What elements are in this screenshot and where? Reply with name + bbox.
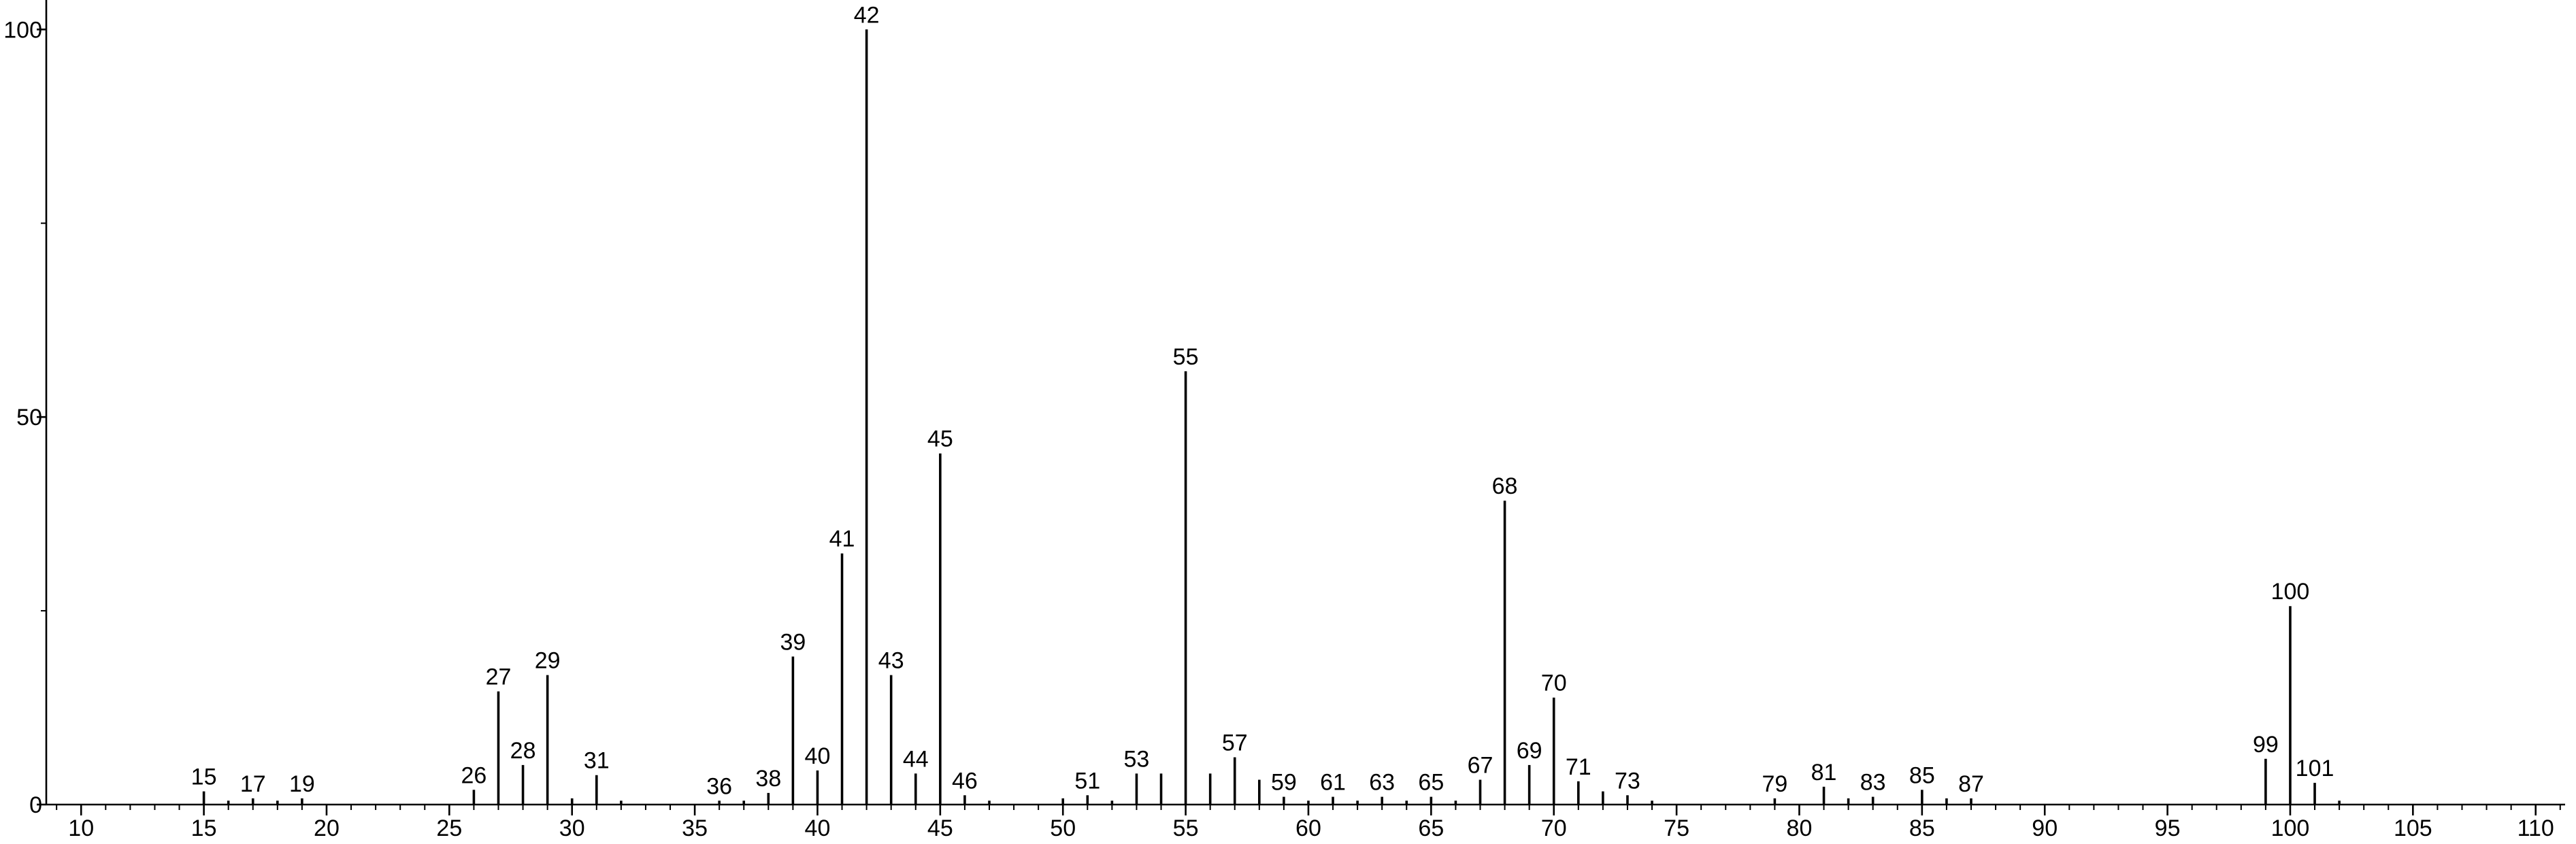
peak-label: 46 [952, 768, 978, 794]
peak-label: 44 [903, 746, 929, 772]
peak-label: 38 [755, 766, 781, 792]
peak-label: 19 [289, 771, 315, 797]
x-tick-label: 55 [1173, 815, 1199, 841]
x-tick-label: 60 [1295, 815, 1321, 841]
peak-label: 45 [927, 426, 953, 452]
y-tick-label: 0 [29, 792, 42, 818]
peak-label: 36 [706, 773, 732, 799]
peak-label: 15 [191, 764, 217, 790]
y-tick-label: 100 [3, 17, 42, 43]
x-tick-label: 10 [68, 815, 94, 841]
peak-label: 100 [2271, 579, 2310, 605]
x-tick-label: 95 [2155, 815, 2181, 841]
peak-label: 79 [1762, 771, 1787, 797]
peak-label: 87 [1958, 771, 1984, 797]
peak-label: 31 [584, 748, 610, 774]
peak-label: 28 [510, 738, 536, 764]
peak-label: 27 [486, 664, 512, 690]
peak-label: 101 [2296, 756, 2334, 781]
x-tick-label: 80 [1787, 815, 1813, 841]
x-tick-label: 25 [436, 815, 462, 841]
x-tick-label: 35 [682, 815, 708, 841]
x-tick-label: 15 [191, 815, 217, 841]
peak-label: 81 [1811, 760, 1837, 786]
peak-label: 99 [2253, 732, 2279, 758]
peak-label: 55 [1173, 344, 1199, 370]
x-tick-label: 50 [1050, 815, 1076, 841]
x-tick-label: 105 [2394, 815, 2432, 841]
peak-label: 51 [1074, 768, 1100, 794]
peak-label: 63 [1369, 770, 1395, 796]
peak-label: 40 [805, 743, 831, 769]
peak-label: 17 [240, 771, 266, 797]
peak-label: 69 [1517, 738, 1542, 764]
x-tick-label: 75 [1664, 815, 1689, 841]
peak-label: 43 [878, 648, 904, 674]
x-tick-label: 85 [1909, 815, 1935, 841]
x-tick-label: 70 [1541, 815, 1567, 841]
x-tick-label: 65 [1418, 815, 1444, 841]
peak-label: 42 [854, 2, 880, 28]
x-tick-label: 100 [2271, 815, 2310, 841]
x-tick-label: 40 [805, 815, 831, 841]
x-tick-label: 30 [559, 815, 585, 841]
peak-label: 73 [1615, 768, 1640, 794]
peak-label: 83 [1860, 770, 1886, 796]
peak-label: 41 [829, 526, 855, 552]
peak-label: 53 [1124, 746, 1150, 772]
peak-label: 65 [1418, 770, 1444, 796]
x-tick-label: 110 [2517, 815, 2554, 841]
peak-label: 29 [535, 648, 561, 674]
peak-label: 39 [780, 629, 806, 655]
peak-label: 71 [1566, 754, 1591, 780]
peak-label: 68 [1492, 473, 1518, 499]
peak-label: 26 [461, 762, 487, 788]
x-tick-label: 90 [2032, 815, 2058, 841]
peak-label: 57 [1222, 730, 1248, 756]
peak-label: 70 [1541, 671, 1567, 696]
x-tick-label: 45 [927, 815, 953, 841]
x-tick-label: 20 [314, 815, 340, 841]
y-tick-label: 50 [16, 405, 42, 431]
peak-label: 61 [1320, 770, 1346, 796]
peak-label: 85 [1909, 762, 1935, 788]
peak-label: 59 [1271, 770, 1297, 796]
peak-label: 67 [1468, 753, 1493, 779]
